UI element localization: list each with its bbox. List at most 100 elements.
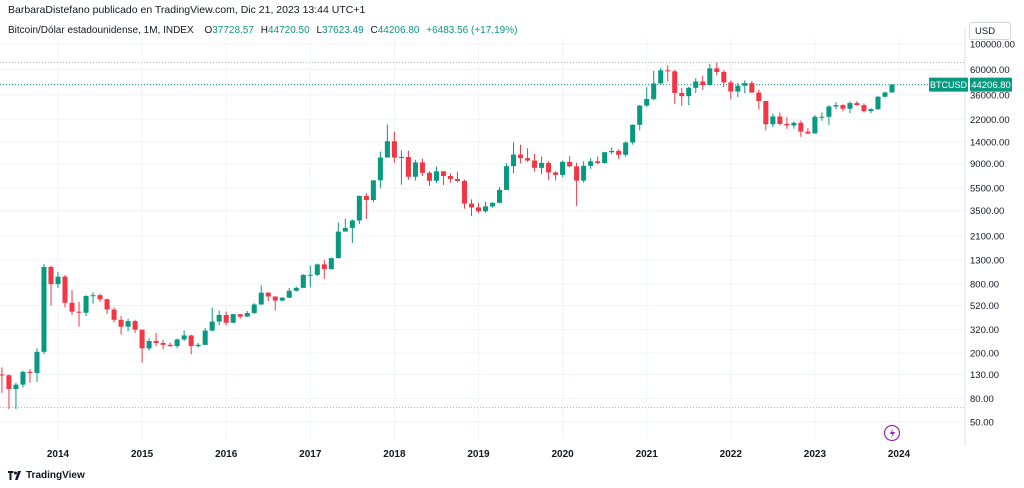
candle-body bbox=[356, 195, 362, 221]
candle-body bbox=[728, 82, 734, 92]
lightning-icon[interactable] bbox=[883, 424, 901, 442]
candle-body bbox=[335, 231, 341, 259]
candle bbox=[763, 100, 769, 131]
candle bbox=[321, 259, 327, 279]
candle bbox=[160, 340, 166, 350]
candle bbox=[125, 318, 131, 332]
candle-body bbox=[62, 276, 68, 303]
candle bbox=[489, 202, 496, 208]
candle bbox=[447, 173, 453, 183]
candle bbox=[272, 296, 278, 311]
y-tick-label: 520.00 bbox=[970, 301, 999, 312]
candle-body bbox=[609, 150, 615, 153]
candle bbox=[13, 382, 19, 409]
candle bbox=[62, 275, 68, 308]
candle bbox=[805, 128, 811, 135]
candle-body bbox=[384, 141, 390, 158]
candle bbox=[518, 144, 524, 164]
candle-body bbox=[840, 105, 846, 109]
candle-body bbox=[237, 314, 243, 317]
candle bbox=[749, 81, 755, 93]
candle bbox=[637, 105, 643, 131]
candle-body bbox=[847, 103, 853, 109]
symbol-line: Bitcoin/Dólar estadounidense, 1M, INDEX bbox=[8, 25, 194, 36]
candle bbox=[602, 151, 608, 164]
candle bbox=[770, 113, 776, 128]
candle-body bbox=[770, 116, 776, 125]
candle bbox=[700, 75, 706, 91]
ohlc-legend: Bitcoin/Dólar estadounidense, 1M, INDEX … bbox=[8, 25, 521, 36]
candle bbox=[181, 330, 187, 341]
candle bbox=[497, 187, 503, 203]
candle bbox=[511, 142, 517, 174]
candle bbox=[658, 67, 664, 84]
candle-body bbox=[700, 81, 706, 86]
candle bbox=[356, 195, 362, 225]
candle bbox=[27, 369, 33, 383]
candle-body bbox=[525, 158, 531, 161]
candle bbox=[609, 147, 615, 155]
candle-body bbox=[461, 180, 468, 204]
candle bbox=[223, 311, 229, 326]
candle bbox=[216, 310, 222, 326]
candle-body bbox=[398, 157, 404, 159]
candle-body bbox=[125, 321, 131, 327]
candle bbox=[679, 87, 685, 106]
candle-body bbox=[216, 314, 222, 322]
candle bbox=[665, 65, 671, 82]
open-label: O bbox=[204, 25, 213, 36]
y-tick-label: 9000.00 bbox=[970, 159, 1004, 170]
candle-body bbox=[83, 295, 89, 313]
publisher-line: BarbaraDistefano publicado en TradingVie… bbox=[8, 4, 366, 16]
candle bbox=[875, 96, 881, 110]
candle bbox=[300, 274, 306, 288]
candle bbox=[889, 84, 895, 93]
x-tick-label: 2015 bbox=[131, 449, 154, 460]
candle-body bbox=[209, 321, 215, 331]
currency-button[interactable]: USD bbox=[969, 22, 1011, 40]
price-tag-symbol: BTCUSD bbox=[930, 80, 968, 90]
x-tick-label: 2024 bbox=[888, 449, 911, 460]
candle-body bbox=[672, 71, 678, 94]
candle-body bbox=[223, 314, 229, 323]
candle bbox=[847, 101, 853, 114]
candle bbox=[398, 150, 404, 185]
open-value: 37728.57 bbox=[212, 25, 254, 36]
candle bbox=[419, 158, 425, 176]
y-tick-label: 50.00 bbox=[970, 418, 994, 429]
candle-body bbox=[861, 105, 867, 112]
candle bbox=[167, 342, 173, 347]
close-value: 44206.80 bbox=[377, 25, 420, 36]
candle bbox=[328, 257, 334, 270]
candle bbox=[630, 124, 636, 145]
candle bbox=[153, 332, 159, 347]
candle-body bbox=[258, 292, 264, 305]
low-value: 37623.49 bbox=[322, 25, 364, 36]
candle bbox=[644, 87, 650, 108]
candle-body bbox=[118, 319, 124, 327]
candle-body bbox=[27, 371, 33, 373]
candle bbox=[454, 171, 460, 183]
y-tick-label: 100000.00 bbox=[970, 40, 1015, 51]
candle bbox=[882, 91, 888, 98]
candle bbox=[0, 367, 5, 393]
candle bbox=[553, 171, 559, 181]
candle-body bbox=[489, 202, 496, 207]
candle-body bbox=[868, 109, 874, 112]
candle bbox=[595, 156, 601, 165]
candle-body bbox=[405, 157, 411, 177]
candle-body bbox=[0, 374, 5, 376]
candle-body bbox=[651, 83, 657, 99]
candle-body bbox=[314, 264, 320, 275]
candle-body bbox=[391, 141, 397, 158]
candle-body bbox=[111, 309, 117, 320]
high-label: H bbox=[260, 25, 268, 36]
candle bbox=[111, 307, 117, 323]
candle-body bbox=[637, 105, 643, 125]
candle bbox=[251, 303, 257, 314]
candle-body bbox=[41, 266, 47, 352]
candle-body bbox=[475, 207, 482, 212]
candle bbox=[560, 160, 566, 178]
x-axis: 2014 2015 2016 2017 2018 2019 2020 2021 2022 2023… bbox=[47, 449, 911, 460]
